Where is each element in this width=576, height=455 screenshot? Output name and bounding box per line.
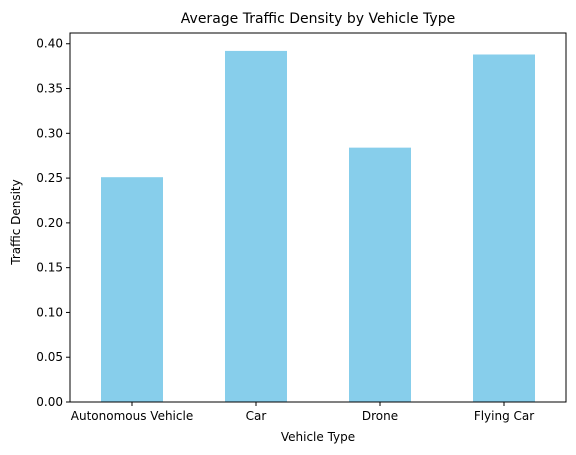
plot-frame <box>69 32 567 403</box>
x-axis: Autonomous Vehicle Car Drone Flying Car <box>71 402 534 423</box>
x-tick-label: Flying Car <box>474 409 534 423</box>
y-axis-label: Traffic Density <box>9 179 23 266</box>
bar-car <box>225 50 287 402</box>
bar-flying-car <box>473 54 535 402</box>
x-tick-label: Drone <box>362 409 398 423</box>
y-tick-label: 0.15 <box>36 261 63 275</box>
bar-drone <box>349 147 411 402</box>
y-tick-label: 0.00 <box>36 395 63 409</box>
y-axis: 0.00 0.05 0.10 0.15 0.20 0.25 0.30 0.35 0.40 <box>36 37 70 409</box>
y-tick-label: 0.40 <box>36 37 63 51</box>
y-tick-label: 0.05 <box>36 350 63 364</box>
y-tick-label: 0.30 <box>36 126 63 140</box>
y-tick-label: 0.20 <box>36 216 63 230</box>
bars-group <box>101 50 535 402</box>
y-tick-label: 0.35 <box>36 82 63 96</box>
x-axis-label: Vehicle Type <box>281 430 355 444</box>
x-tick-label: Car <box>246 409 267 423</box>
y-tick-label: 0.10 <box>36 305 63 319</box>
bar-autonomous-vehicle <box>101 177 163 402</box>
chart-title: Average Traffic Density by Vehicle Type <box>181 11 455 27</box>
x-tick-label: Autonomous Vehicle <box>71 409 193 423</box>
y-tick-label: 0.25 <box>36 171 63 185</box>
